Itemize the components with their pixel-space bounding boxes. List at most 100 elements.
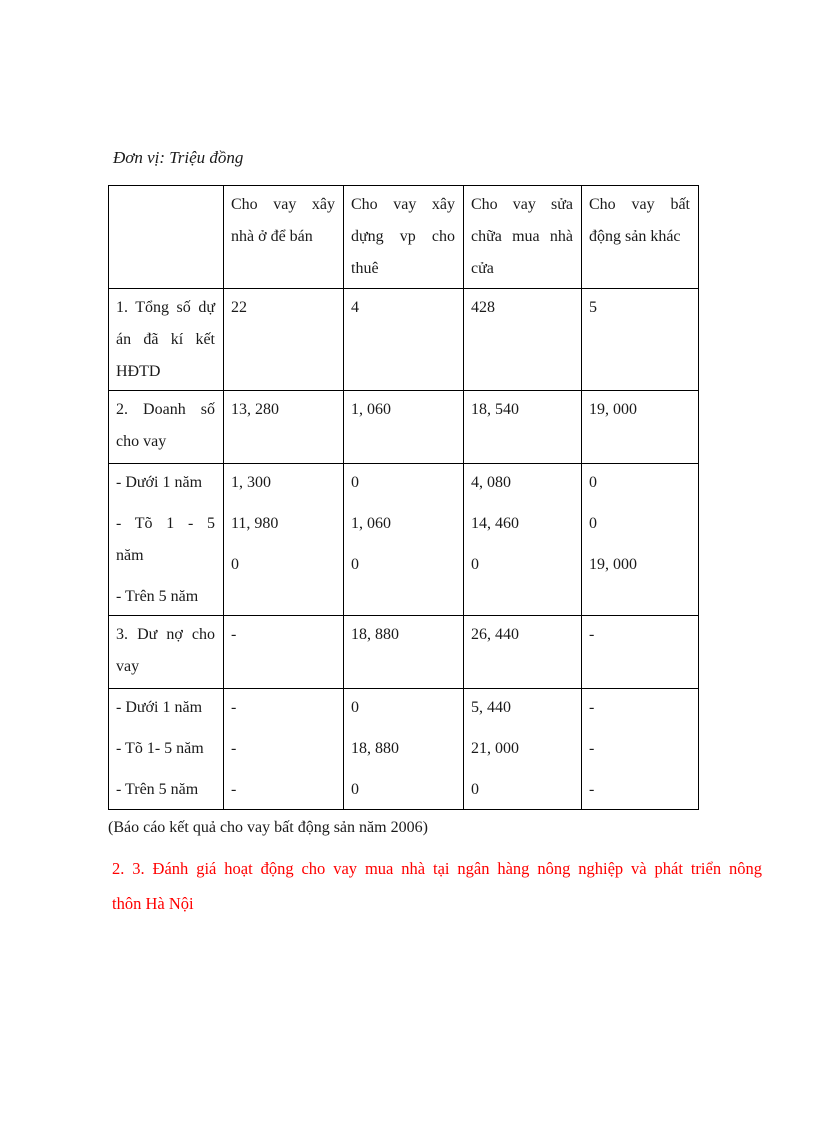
- header-cell: Cho vay sửa chữa mua nhà cửa: [463, 185, 582, 289]
- cell-line: 2. Doanh số: [116, 401, 215, 418]
- cell-line: Cho vay bất: [589, 196, 690, 213]
- table-row: - Dưới 1 năm - Tõ 1- 5 năm - Trên 5 năm - - -…: [108, 688, 699, 810]
- cell-line: -: [231, 699, 237, 716]
- loan-table-body: Cho vay xây nhà ở để bán Cho vay xây dựng v…: [108, 185, 699, 810]
- cell-line: - Tõ 1- 5 năm: [116, 740, 204, 757]
- value-cell: - - -: [223, 688, 344, 810]
- cell-line: án đã kí kết: [116, 331, 215, 348]
- value-cell: 22: [223, 288, 344, 391]
- cell-line: 1. Tổng số dự: [116, 299, 215, 316]
- value-cell: -: [223, 615, 344, 689]
- cell-line: -: [589, 740, 595, 757]
- cell-line: -: [231, 626, 237, 643]
- cell-line: 18, 880: [351, 740, 399, 757]
- cell-line: cửa: [471, 260, 494, 277]
- cell-line: 3. Dư nợ cho: [116, 626, 215, 643]
- value-cell: 0 18, 880 0: [343, 688, 464, 810]
- value-cell: 5: [581, 288, 699, 391]
- value-cell: 13, 280: [223, 390, 344, 464]
- cell-line: động sản khác: [589, 228, 681, 245]
- value-cell: - - -: [581, 688, 699, 810]
- cell-line: 26, 440: [471, 626, 519, 643]
- cell-line: 19, 000: [589, 401, 637, 418]
- section-heading-line-2: thôn Hà Nội: [112, 894, 194, 913]
- table-row: - Dưới 1 năm - Tõ 1 - 5 năm - Trên 5 năm 1, …: [108, 463, 699, 616]
- header-cell: Cho vay xây dựng vp cho thuê: [343, 185, 464, 289]
- cell-line: nhà ở để bán: [231, 228, 313, 245]
- cell-line: 1, 300: [231, 474, 271, 491]
- cell-line: 5, 440: [471, 699, 511, 716]
- table-caption: (Báo cáo kết quả cho vay bất động sản nă…: [108, 819, 428, 836]
- header-cell: Cho vay xây nhà ở để bán: [223, 185, 344, 289]
- value-cell: 18, 540: [463, 390, 582, 464]
- cell-line: -: [231, 740, 237, 757]
- section-heading-line-1: 2. 3. Đánh giá hoạt động cho vay mua nhà…: [112, 859, 762, 878]
- cell-line: HĐTD: [116, 363, 161, 380]
- cell-line: Cho vay xây: [231, 196, 335, 213]
- table-row: 3. Dư nợ cho vay - 18, 880 26, 440 -: [108, 615, 699, 689]
- row-label-cell: 2. Doanh số cho vay: [108, 390, 224, 464]
- cell-line: 0: [231, 556, 239, 573]
- cell-line: -: [589, 781, 595, 798]
- cell-line: cho vay: [116, 433, 167, 450]
- cell-line: 14, 460: [471, 515, 519, 532]
- cell-line: thuê: [351, 260, 379, 277]
- value-cell: 26, 440: [463, 615, 582, 689]
- cell-line: 21, 000: [471, 740, 519, 757]
- value-cell: -: [581, 615, 699, 689]
- table-row: 2. Doanh số cho vay 13, 280 1, 060 18, 540 19…: [108, 390, 699, 464]
- value-cell: 1, 300 11, 980 0: [223, 463, 344, 616]
- cell-line: 22: [231, 299, 247, 316]
- cell-line: 4: [351, 299, 359, 316]
- cell-line: chữa mua nhà: [471, 228, 573, 245]
- cell-line: 18, 540: [471, 401, 519, 418]
- cell-line: -: [231, 781, 237, 798]
- cell-line: 13, 280: [231, 401, 279, 418]
- cell-line: 0: [351, 474, 359, 491]
- value-cell: 1, 060: [343, 390, 464, 464]
- value-cell: 5, 440 21, 000 0: [463, 688, 582, 810]
- value-cell: 4: [343, 288, 464, 391]
- cell-line: 1, 060: [351, 401, 391, 418]
- cell-line: 4, 080: [471, 474, 511, 491]
- row-label-cell: 1. Tổng số dự án đã kí kết HĐTD: [108, 288, 224, 391]
- value-cell: 4, 080 14, 460 0: [463, 463, 582, 616]
- cell-line: 1, 060: [351, 515, 391, 532]
- section-heading: 2. 3. Đánh giá hoạt động cho vay mua nhà…: [112, 851, 762, 921]
- cell-line: - Tõ 1 - 5: [116, 515, 215, 532]
- cell-line: 5: [589, 299, 597, 316]
- cell-line: Cho vay xây: [351, 196, 455, 213]
- value-cell: 19, 000: [581, 390, 699, 464]
- value-cell: 428: [463, 288, 582, 391]
- table-row: 1. Tổng số dự án đã kí kết HĐTD 22 4 428 5: [108, 288, 699, 391]
- cell-line: vay: [116, 658, 140, 675]
- value-cell: 0 0 19, 000: [581, 463, 699, 616]
- cell-line: 11, 980: [231, 515, 279, 532]
- cell-line: năm: [116, 547, 144, 564]
- cell-line: dựng vp cho: [351, 228, 455, 245]
- row-label-cell: 3. Dư nợ cho vay: [108, 615, 224, 689]
- cell-line: 0: [351, 781, 359, 798]
- cell-line: 0: [351, 699, 359, 716]
- value-cell: 18, 880: [343, 615, 464, 689]
- table-header-row: Cho vay xây nhà ở để bán Cho vay xây dựng v…: [108, 185, 699, 289]
- cell-line: - Trên 5 năm: [116, 781, 199, 798]
- unit-label: Đơn vị: Triệu đồng: [113, 148, 244, 167]
- cell-line: - Trên 5 năm: [116, 588, 199, 605]
- cell-line: 19, 000: [589, 556, 637, 573]
- row-label-cell: - Dưới 1 năm - Tõ 1- 5 năm - Trên 5 năm: [108, 688, 224, 810]
- cell-line: -: [589, 626, 595, 643]
- cell-line: 428: [471, 299, 495, 316]
- loan-table: Cho vay xây nhà ở để bán Cho vay xây dựng v…: [108, 185, 699, 810]
- cell-line: 0: [471, 556, 479, 573]
- header-cell: Cho vay bất động sản khác: [581, 185, 699, 289]
- cell-line: 0: [589, 515, 597, 532]
- cell-line: 0: [589, 474, 597, 491]
- cell-line: 18, 880: [351, 626, 399, 643]
- cell-line: 0: [471, 781, 479, 798]
- value-cell: 0 1, 060 0: [343, 463, 464, 616]
- cell-line: - Dưới 1 năm: [116, 474, 203, 491]
- cell-line: -: [589, 699, 595, 716]
- cell-line: - Dưới 1 năm: [116, 699, 203, 716]
